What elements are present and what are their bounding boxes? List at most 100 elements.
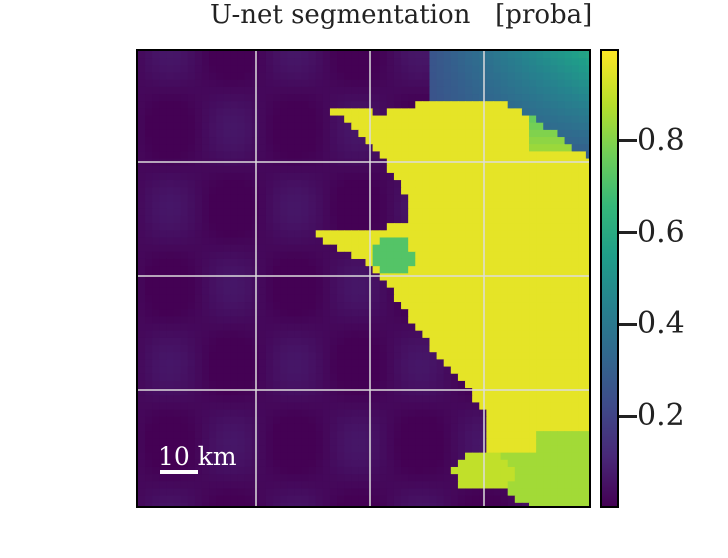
heatmap-cell bbox=[209, 187, 217, 195]
heatmap-cell bbox=[379, 108, 388, 117]
heatmap-cell bbox=[408, 323, 416, 332]
heatmap-cell bbox=[415, 495, 423, 504]
heatmap-cell bbox=[194, 101, 203, 109]
heatmap-cell bbox=[457, 51, 466, 59]
heatmap-cell bbox=[486, 330, 494, 339]
heatmap-cell bbox=[145, 316, 153, 325]
heatmap-cell bbox=[529, 115, 537, 124]
heatmap-cell bbox=[536, 409, 544, 418]
heatmap-cell bbox=[564, 302, 573, 310]
heatmap-cell bbox=[472, 144, 480, 152]
heatmap-cell bbox=[564, 388, 573, 396]
heatmap-cell bbox=[237, 258, 246, 267]
heatmap-cell bbox=[429, 280, 438, 289]
heatmap-cell bbox=[152, 438, 160, 446]
heatmap-cell bbox=[216, 345, 224, 353]
heatmap-cell bbox=[585, 230, 589, 238]
heatmap-cell bbox=[393, 137, 402, 145]
heatmap-cell bbox=[194, 129, 203, 138]
heatmap-cell bbox=[529, 187, 537, 195]
heatmap-cell bbox=[436, 459, 445, 468]
heatmap-cell bbox=[450, 187, 459, 195]
heatmap-cell bbox=[521, 502, 530, 506]
heatmap-cell bbox=[265, 165, 274, 174]
heatmap-cell bbox=[166, 502, 175, 506]
heatmap-cell bbox=[152, 409, 160, 418]
heatmap-cell bbox=[564, 72, 573, 81]
heatmap-cell bbox=[543, 58, 551, 66]
heatmap-cell bbox=[265, 323, 274, 332]
heatmap-cell bbox=[372, 416, 381, 425]
heatmap-cell bbox=[145, 108, 153, 117]
heatmap-cell bbox=[472, 94, 480, 102]
heatmap-cell bbox=[265, 108, 274, 117]
heatmap-cell bbox=[529, 352, 537, 360]
heatmap-cell bbox=[273, 481, 281, 489]
heatmap-cell bbox=[422, 72, 430, 81]
heatmap-cell bbox=[372, 230, 381, 238]
heatmap-cell bbox=[265, 180, 274, 188]
heatmap-cell bbox=[344, 323, 352, 332]
heatmap-cell bbox=[358, 337, 366, 346]
heatmap-cell bbox=[486, 402, 494, 411]
heatmap-cell bbox=[273, 180, 281, 188]
heatmap-cell bbox=[450, 395, 459, 403]
heatmap-cell bbox=[543, 466, 551, 475]
heatmap-cell bbox=[301, 388, 310, 396]
heatmap-cell bbox=[209, 137, 217, 145]
heatmap-cell bbox=[287, 438, 295, 446]
heatmap-cell bbox=[173, 79, 182, 88]
heatmap-cell bbox=[536, 251, 544, 260]
heatmap-cell bbox=[187, 72, 196, 81]
heatmap-cell bbox=[322, 366, 331, 375]
heatmap-cell bbox=[194, 244, 203, 253]
heatmap-cell bbox=[294, 309, 303, 317]
heatmap-cell bbox=[230, 395, 239, 403]
heatmap-cell bbox=[401, 266, 409, 274]
heatmap-cell bbox=[265, 409, 274, 418]
heatmap-cell bbox=[337, 215, 345, 224]
heatmap-cell bbox=[507, 129, 516, 138]
heatmap-cell bbox=[258, 101, 267, 109]
heatmap-cell bbox=[173, 423, 182, 432]
heatmap-cell bbox=[287, 316, 295, 325]
heatmap-cell bbox=[201, 352, 210, 360]
heatmap-cell bbox=[557, 86, 566, 95]
heatmap-cell bbox=[308, 337, 317, 346]
heatmap-cell bbox=[457, 423, 466, 432]
heatmap-cell bbox=[493, 466, 502, 475]
heatmap-cell bbox=[564, 287, 573, 296]
heatmap-cell bbox=[529, 495, 537, 504]
heatmap-cell bbox=[436, 302, 445, 310]
heatmap-cell bbox=[472, 452, 480, 461]
heatmap-cell bbox=[180, 452, 189, 461]
heatmap-cell bbox=[436, 223, 445, 231]
heatmap-cell bbox=[280, 388, 288, 396]
heatmap-cell bbox=[500, 65, 509, 74]
heatmap-cell bbox=[329, 294, 338, 303]
heatmap-cell bbox=[415, 258, 423, 267]
heatmap-cell bbox=[344, 251, 352, 260]
heatmap-cell bbox=[486, 345, 494, 353]
heatmap-cell bbox=[529, 345, 537, 353]
heatmap-cell bbox=[244, 223, 253, 231]
heatmap-cell bbox=[258, 309, 267, 317]
heatmap-cell bbox=[351, 79, 359, 88]
heatmap-cell bbox=[415, 409, 423, 418]
heatmap-cell bbox=[173, 258, 182, 267]
heatmap-cell bbox=[230, 481, 239, 489]
heatmap-cell bbox=[514, 230, 523, 238]
heatmap-cell bbox=[429, 273, 438, 281]
heatmap-cell bbox=[571, 474, 580, 482]
heatmap-cell bbox=[436, 345, 445, 353]
heatmap-cell bbox=[152, 51, 160, 59]
heatmap-cell bbox=[294, 395, 303, 403]
heatmap-cell bbox=[521, 94, 530, 102]
heatmap-cell bbox=[216, 65, 224, 74]
heatmap-cell bbox=[152, 115, 160, 124]
heatmap-cell bbox=[372, 402, 381, 411]
heatmap-cell bbox=[564, 180, 573, 188]
heatmap-cell bbox=[372, 86, 381, 95]
heatmap-cell bbox=[230, 172, 239, 181]
heatmap-cell bbox=[237, 466, 246, 475]
